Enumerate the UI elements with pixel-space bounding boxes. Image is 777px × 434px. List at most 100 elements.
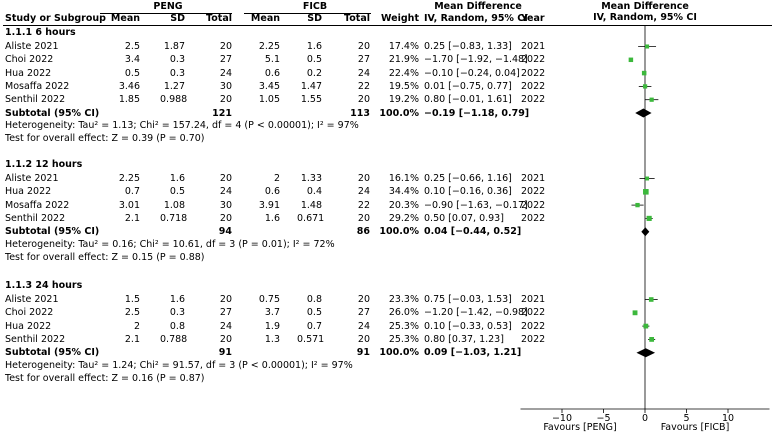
col-study: Study or Subgroup: [5, 13, 106, 24]
study-m2-cell: 5.1: [264, 54, 280, 66]
study-year-cell: 2021: [521, 173, 546, 184]
study-sd1-cell: 1.6: [169, 294, 185, 305]
subtotal-total2: 86: [356, 226, 370, 238]
study-sd1-cell: 0.3: [169, 54, 185, 66]
study-weight-cell: 29.2%: [388, 212, 419, 224]
study-m1-cell: 2.5: [124, 307, 140, 319]
study-n1-cell: 30: [219, 199, 232, 211]
study-name-cell: Aliste 2021: [5, 173, 59, 184]
subgroup-title: 1.1.1 6 hours: [5, 27, 76, 38]
study-n2-cell: 20: [357, 333, 370, 345]
study-weight-cell: 25.3%: [388, 333, 419, 345]
study-ci-cell: 0.10 [−0.16, 0.36]: [424, 186, 512, 198]
heterogeneity-text: Heterogeneity: Tau² = 0.16; Chi² = 10.61…: [5, 238, 335, 250]
study-weight-cell: 34.4%: [388, 186, 419, 198]
x-tick-label: −10: [552, 413, 572, 424]
study-ci-cell: −0.10 [−0.24, 0.04]: [424, 67, 520, 79]
study-m2-cell: 0.6: [264, 67, 280, 79]
study-name-cell: Hua 2022: [5, 67, 52, 79]
study-n1-cell: 24: [219, 320, 232, 332]
study-weight-cell: 22.4%: [388, 67, 419, 79]
study-sd1-cell: 1.27: [163, 80, 185, 92]
study-weight-cell: 26.0%: [388, 307, 419, 319]
study-ci-cell: 0.75 [−0.03, 1.53]: [424, 294, 512, 305]
study-m2-cell: 1.6: [264, 212, 280, 224]
subtotal-ci: 0.09 [−1.03, 1.21]: [424, 347, 522, 359]
study-n1-cell: 20: [219, 294, 232, 305]
study-square: [643, 323, 649, 329]
subtotal-total2: 91: [356, 347, 370, 359]
study-m2-cell: 1.05: [258, 94, 280, 106]
study-m2-cell: 0.6: [264, 186, 280, 198]
study-m1-cell: 0.7: [124, 186, 140, 198]
subtotal-weight: 100.0%: [379, 107, 419, 119]
study-sd2-cell: 0.5: [306, 307, 322, 319]
study-n1-cell: 30: [219, 80, 232, 92]
study-weight-cell: 20.3%: [388, 199, 419, 211]
study-m2-cell: 3.7: [264, 307, 280, 319]
study-sd1-cell: 1.08: [163, 199, 185, 211]
study-n1-cell: 27: [219, 54, 232, 66]
heterogeneity-text: Heterogeneity: Tau² = 1.13; Chi² = 157.2…: [5, 120, 359, 131]
study-m1-cell: 2.5: [124, 41, 140, 52]
study-sd2-cell: 1.48: [300, 199, 322, 211]
study-sd2-cell: 1.33: [300, 173, 322, 184]
study-n2-cell: 27: [357, 307, 370, 319]
study-m1-cell: 3.46: [118, 80, 140, 92]
study-weight-cell: 19.5%: [388, 80, 419, 92]
study-m2-cell: 3.91: [258, 199, 280, 211]
study-square: [632, 310, 638, 316]
group2-label: FICB: [302, 1, 328, 12]
col-total2: Total: [344, 13, 370, 24]
study-sd1-cell: 0.5: [169, 186, 185, 198]
study-square: [645, 176, 650, 181]
study-name-cell: Mosaffa 2022: [5, 199, 70, 211]
col-ci: IV, Random, 95% CI: [424, 13, 528, 24]
study-n1-cell: 20: [219, 333, 232, 345]
study-name-cell: Choi 2022: [5, 54, 54, 66]
study-n2-cell: 24: [357, 67, 370, 79]
study-sd2-cell: 0.5: [306, 54, 322, 66]
study-square: [628, 57, 634, 63]
study-n2-cell: 22: [357, 80, 370, 92]
study-sd2-cell: 1.6: [306, 41, 322, 52]
study-sd1-cell: 0.3: [169, 307, 185, 319]
study-m2-cell: 2.25: [258, 41, 280, 52]
header-rule: [3, 25, 772, 26]
study-name-cell: Choi 2022: [5, 307, 54, 319]
col-mean2: Mean: [250, 13, 280, 24]
x-tick-label: −5: [596, 413, 610, 424]
study-n1-cell: 20: [219, 94, 232, 106]
study-year-cell: 2022: [521, 333, 546, 345]
study-n2-cell: 24: [357, 320, 370, 332]
study-ci-cell: −0.90 [−1.63, −0.17]: [424, 199, 528, 211]
study-square: [649, 97, 654, 102]
x-tick-label: 0: [642, 413, 648, 424]
study-m1-cell: 3.4: [124, 54, 140, 66]
subtotal-diamond: [641, 227, 650, 237]
subtotal-total1: 94: [218, 226, 232, 238]
study-weight-cell: 23.3%: [388, 294, 419, 305]
subtotal-total1: 91: [218, 347, 232, 359]
subtotal-total1: 121: [212, 107, 232, 119]
study-year-cell: 2021: [521, 41, 546, 52]
study-weight-cell: 16.1%: [388, 173, 419, 184]
study-m2-cell: 1.3: [264, 333, 280, 345]
study-name-cell: Aliste 2021: [5, 41, 59, 52]
study-n2-cell: 22: [357, 199, 370, 211]
subtotal-weight: 100.0%: [379, 347, 419, 359]
study-n1-cell: 20: [219, 173, 232, 184]
study-square: [648, 297, 654, 302]
x-tick-label: 10: [722, 413, 734, 424]
study-m2-cell: 2: [273, 173, 280, 184]
study-sd2-cell: 0.2: [306, 67, 322, 79]
subtotal-ci: −0.19 [−1.18, 0.79]: [424, 107, 530, 119]
study-ci-cell: 0.01 [−0.75, 0.77]: [424, 80, 512, 92]
study-ci-cell: 0.80 [−0.01, 1.61]: [424, 94, 512, 106]
study-weight-cell: 25.3%: [388, 320, 419, 332]
study-m1-cell: 3.01: [118, 199, 140, 211]
study-sd1-cell: 1.87: [163, 41, 185, 52]
study-square: [649, 337, 655, 342]
study-m1-cell: 1.85: [118, 94, 140, 106]
